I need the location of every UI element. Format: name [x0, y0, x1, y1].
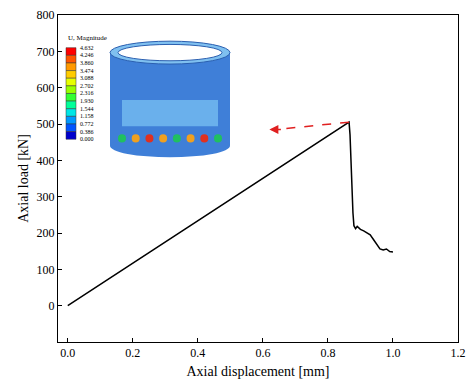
svg-text:3.474: 3.474 — [80, 68, 94, 74]
svg-text:1.0: 1.0 — [385, 346, 400, 360]
svg-text:0.2: 0.2 — [125, 346, 140, 360]
svg-text:200: 200 — [37, 226, 55, 240]
svg-text:1.158: 1.158 — [80, 113, 94, 119]
svg-text:300: 300 — [37, 190, 55, 204]
svg-text:3.860: 3.860 — [80, 60, 94, 66]
svg-text:400: 400 — [37, 154, 55, 168]
svg-text:4.246: 4.246 — [80, 52, 94, 58]
svg-text:800: 800 — [37, 8, 55, 22]
svg-text:0.4: 0.4 — [190, 346, 205, 360]
svg-text:Axial load [kN]: Axial load [kN] — [16, 134, 31, 223]
svg-text:500: 500 — [37, 117, 55, 131]
svg-text:0.6: 0.6 — [255, 346, 270, 360]
svg-text:0.8: 0.8 — [320, 346, 335, 360]
svg-text:1.930: 1.930 — [80, 98, 94, 104]
svg-text:100: 100 — [37, 263, 55, 277]
svg-text:3.088: 3.088 — [80, 75, 94, 81]
svg-text:1.544: 1.544 — [80, 106, 94, 112]
svg-text:0.0: 0.0 — [60, 346, 75, 360]
svg-text:0: 0 — [49, 299, 55, 313]
svg-text:0.772: 0.772 — [80, 121, 94, 127]
svg-text:1.2: 1.2 — [451, 346, 466, 360]
svg-text:0.000: 0.000 — [80, 136, 94, 142]
svg-text:0.386: 0.386 — [80, 129, 94, 135]
svg-text:U, Magnitude: U, Magnitude — [68, 34, 107, 42]
svg-text:4.632: 4.632 — [80, 45, 94, 51]
svg-text:2.316: 2.316 — [80, 90, 94, 96]
svg-text:700: 700 — [37, 45, 55, 59]
svg-text:600: 600 — [37, 81, 55, 95]
svg-text:2.702: 2.702 — [80, 83, 94, 89]
svg-text:Axial displacement [mm]: Axial displacement [mm] — [186, 364, 329, 379]
